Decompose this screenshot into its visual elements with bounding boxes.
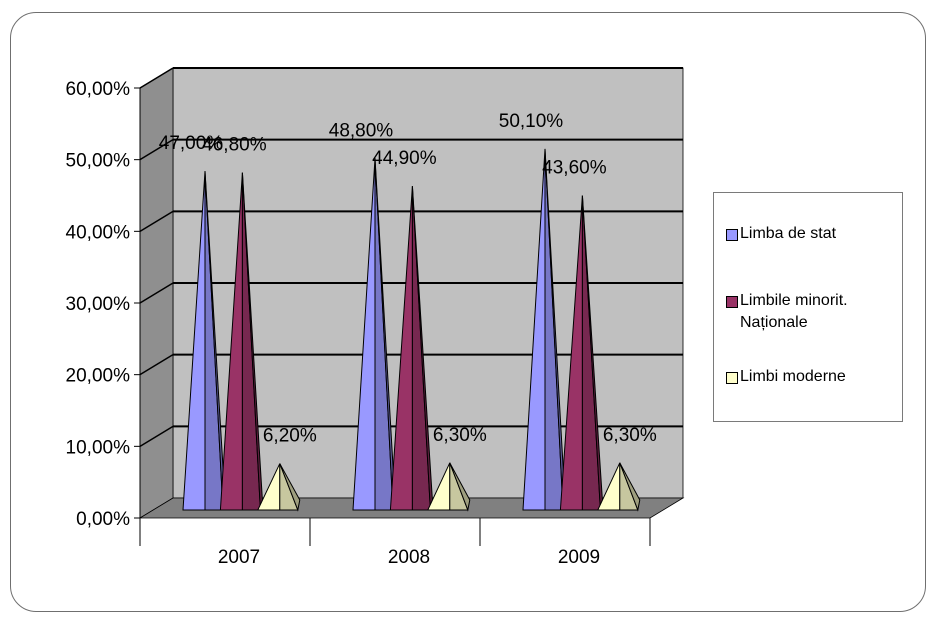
legend-item-limbile-minoritatilor: Limbile minorit. Naționale xyxy=(726,290,848,334)
data-label: 48,80% xyxy=(329,120,394,141)
gridline-side xyxy=(139,210,174,232)
y-tick-label: 10,00% xyxy=(66,437,131,458)
legend-label-limba-de-stat: Limba de stat xyxy=(740,225,837,242)
pyramid-face-back xyxy=(449,462,471,512)
pyramid-face-back xyxy=(279,463,301,512)
data-label: 47,00% xyxy=(159,133,224,154)
legend-label-limbi-moderne: Limbi moderne xyxy=(740,368,846,385)
data-label: 50,10% xyxy=(499,111,564,132)
x-tick-label: 2008 xyxy=(388,547,430,568)
legend-swatch-limbi-moderne xyxy=(726,372,738,384)
legend-item-limbi-moderne: Limbi moderne xyxy=(726,366,846,388)
x-tick-label: 2009 xyxy=(558,547,600,568)
gridline-side xyxy=(139,67,174,89)
y-tick-label: 20,00% xyxy=(66,366,131,387)
gridline-side xyxy=(139,282,174,304)
y-tick-label: 50,00% xyxy=(66,151,131,172)
gridline-side xyxy=(139,425,174,447)
y-tick-label: 60,00% xyxy=(66,79,131,100)
legend-swatch-limbile-minoritatilor xyxy=(726,296,738,308)
y-tick-label: 0,00% xyxy=(76,509,130,530)
gridline-side xyxy=(139,354,174,376)
data-label: 44,90% xyxy=(372,148,437,169)
y-tick-label: 40,00% xyxy=(66,222,131,243)
legend-label-limbile-minoritatilor: Limbile minorit. Naționale xyxy=(740,292,848,331)
data-label: 6,20% xyxy=(263,426,317,447)
x-tick-label: 2007 xyxy=(218,547,260,568)
gridline-side xyxy=(139,139,174,161)
data-label: 6,30% xyxy=(433,425,487,446)
legend-swatch-limba-de-stat xyxy=(726,229,738,241)
data-label: 6,30% xyxy=(603,425,657,446)
legend: Limba de stat Limbile minorit. Naționale… xyxy=(713,192,903,422)
pyramid-face-back xyxy=(619,462,641,512)
data-label: 46,80% xyxy=(202,135,267,156)
data-label: 43,60% xyxy=(542,158,607,179)
legend-item-limba-de-stat: Limba de stat xyxy=(726,223,836,245)
y-tick-label: 30,00% xyxy=(66,294,131,315)
